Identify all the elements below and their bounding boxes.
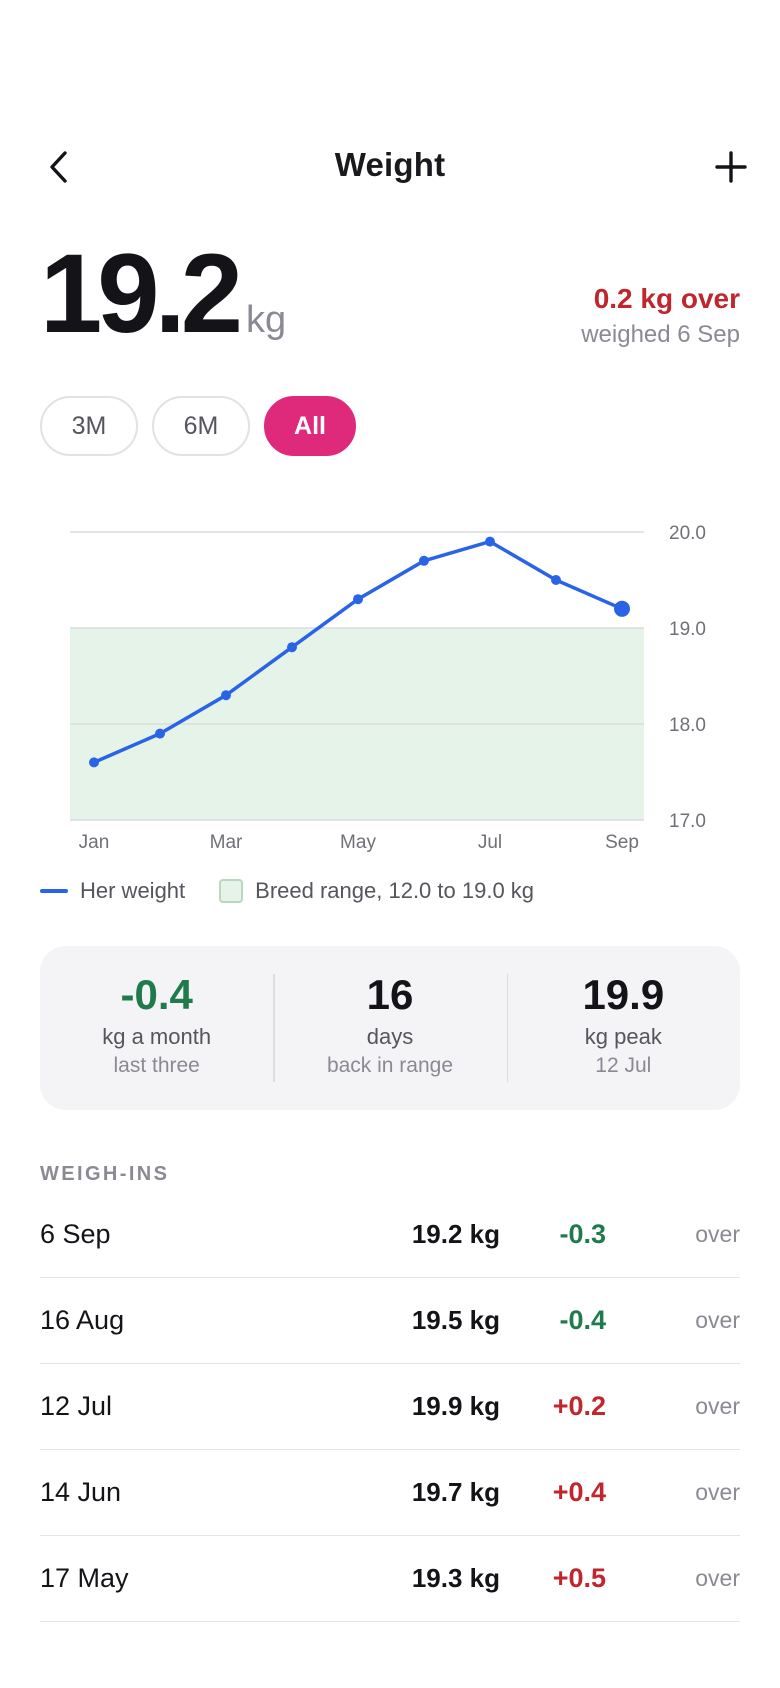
weigh-in-row[interactable]: 12 Jul 19.9 kg +0.2 over bbox=[40, 1364, 740, 1450]
weigh-in-delta: +0.4 bbox=[552, 1477, 606, 1507]
legend-weight-label: Her weight bbox=[80, 878, 186, 903]
x-tick-label: Mar bbox=[210, 832, 243, 853]
weigh-in-date: 17 May bbox=[40, 1563, 129, 1593]
weigh-in-date: 14 Jun bbox=[40, 1477, 122, 1507]
data-point[interactable] bbox=[287, 642, 297, 653]
weigh-in-status: over bbox=[695, 1307, 740, 1333]
y-tick-label: 17.0 bbox=[669, 811, 706, 832]
weigh-ins-heading: WEIGH-INS bbox=[40, 1163, 170, 1185]
weigh-in-row[interactable]: 14 Jun 19.7 kg +0.4 over bbox=[40, 1450, 740, 1536]
page-title: Weight bbox=[334, 146, 446, 183]
weigh-in-weight: 19.7 kg bbox=[411, 1477, 500, 1507]
weigh-in-delta: +0.5 bbox=[552, 1563, 606, 1593]
weigh-in-weight: 19.9 kg bbox=[411, 1391, 500, 1421]
data-point[interactable] bbox=[155, 728, 165, 739]
stat-label: kg a month bbox=[102, 1024, 212, 1050]
weigh-in-delta: -0.4 bbox=[559, 1305, 606, 1335]
weigh-in-weight: 19.5 kg bbox=[411, 1305, 500, 1335]
data-point[interactable] bbox=[89, 757, 99, 768]
stat-sub: back in range bbox=[326, 1054, 454, 1078]
y-tick-label: 20.0 bbox=[669, 523, 706, 544]
add-weigh-in-button[interactable] bbox=[708, 144, 754, 190]
chevron-left-icon bbox=[50, 151, 67, 183]
weigh-in-delta: +0.2 bbox=[552, 1391, 606, 1421]
x-tick-label: Sep bbox=[605, 832, 639, 853]
stat-label: kg peak bbox=[584, 1024, 662, 1050]
data-point[interactable] bbox=[353, 594, 363, 605]
weigh-in-status: over bbox=[695, 1221, 740, 1247]
weight-chart: 20.0 19.0 18.0 17.0 Jan Mar May Jul Sep bbox=[70, 523, 706, 853]
current-weight-unit: kg bbox=[245, 299, 287, 341]
weigh-in-date: 12 Jul bbox=[40, 1391, 113, 1421]
stat-value: 19.9 bbox=[582, 971, 665, 1018]
legend-weight-swatch bbox=[40, 889, 68, 893]
data-point[interactable] bbox=[419, 555, 429, 566]
data-point[interactable] bbox=[485, 536, 495, 547]
over-amount: 0.2 kg over bbox=[593, 283, 740, 314]
stat-label: days bbox=[366, 1024, 414, 1050]
range-all-button[interactable]: All bbox=[264, 396, 356, 456]
stat-sub: 12 Jul bbox=[595, 1054, 652, 1078]
x-tick-label: Jul bbox=[478, 832, 502, 853]
plus-icon bbox=[715, 151, 747, 183]
weigh-ins-list: 6 Sep 19.2 kg -0.3 over 16 Aug 19.5 kg -… bbox=[40, 1192, 740, 1622]
weigh-in-row[interactable]: 16 Aug 19.5 kg -0.4 over bbox=[40, 1278, 740, 1364]
stat-value: -0.4 bbox=[120, 971, 193, 1018]
weigh-in-row[interactable]: 17 May 19.3 kg +0.5 over bbox=[40, 1536, 740, 1622]
weight-status: 0.2 kg over weighed 6 Sep bbox=[581, 283, 740, 349]
range-selector: 3M 6M All bbox=[40, 396, 356, 456]
y-tick-label: 18.0 bbox=[669, 715, 706, 736]
weigh-in-weight: 19.3 kg bbox=[411, 1563, 500, 1593]
data-point[interactable] bbox=[551, 575, 561, 585]
range-6m-button[interactable]: 6M bbox=[152, 396, 250, 456]
latest-point[interactable] bbox=[614, 600, 630, 617]
x-tick-label: May bbox=[340, 832, 376, 853]
weigh-in-delta: -0.3 bbox=[559, 1219, 606, 1249]
weigh-in-weight: 19.2 kg bbox=[411, 1219, 500, 1249]
weigh-in-status: over bbox=[695, 1479, 740, 1505]
stat-days-in-range: 16 days back in range bbox=[273, 946, 506, 1110]
weigh-in-row[interactable]: 6 Sep 19.2 kg -0.3 over bbox=[40, 1192, 740, 1278]
stat-peak: 19.9 kg peak 12 Jul bbox=[506, 946, 740, 1110]
x-tick-label: Jan bbox=[79, 832, 110, 853]
y-tick-label: 19.0 bbox=[669, 619, 706, 640]
weigh-in-date: 6 Sep bbox=[40, 1219, 111, 1249]
range-3m-button[interactable]: 3M bbox=[40, 396, 138, 456]
weigh-in-date: 16 Aug bbox=[40, 1305, 125, 1335]
stat-monthly-change: -0.4 kg a month last three bbox=[40, 946, 273, 1110]
weigh-in-status: over bbox=[695, 1565, 740, 1591]
chart-legend: Her weight Breed range, 12.0 to 19.0 kg bbox=[40, 878, 534, 904]
back-button[interactable] bbox=[36, 144, 82, 190]
weighed-date: weighed 6 Sep bbox=[581, 321, 740, 348]
stat-sub: last three bbox=[113, 1054, 200, 1078]
app-header: Weight bbox=[0, 126, 780, 206]
current-weight-value: 19.2 bbox=[40, 231, 243, 356]
current-weight: 19.2 kg bbox=[40, 238, 286, 350]
data-point[interactable] bbox=[221, 690, 231, 701]
legend-range-label: Breed range, 12.0 to 19.0 kg bbox=[255, 878, 535, 903]
stats-card: -0.4 kg a month last three 16 days back … bbox=[40, 946, 740, 1110]
weigh-in-status: over bbox=[695, 1393, 740, 1419]
legend-range-swatch bbox=[219, 879, 244, 903]
stat-value: 16 bbox=[366, 971, 414, 1018]
